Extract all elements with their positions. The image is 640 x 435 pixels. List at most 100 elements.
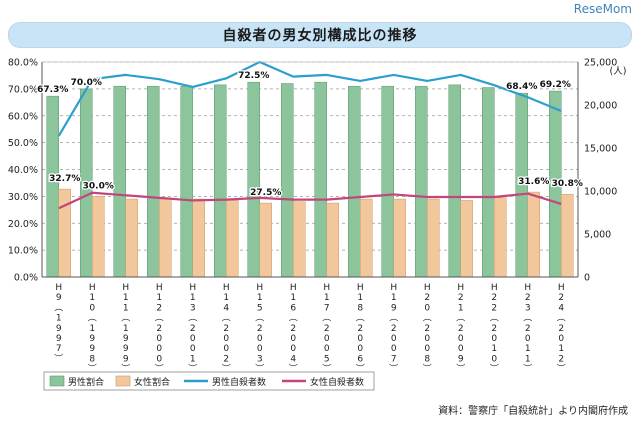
x-tick-label: 6 [290, 303, 296, 313]
female-ratio-bar [259, 202, 272, 278]
x-tick-label: ︵ [88, 314, 97, 324]
x-tick-label: 3 [257, 354, 263, 364]
x-tick-label: H [457, 283, 464, 293]
male-ratio-bar [348, 85, 361, 278]
male-ratio-bar [180, 85, 193, 278]
x-tick-label: 0 [156, 334, 162, 344]
legend-label: 女性自殺者数 [310, 376, 364, 388]
x-tick-label: 1 [89, 293, 95, 303]
x-tick-label: 0 [424, 303, 430, 313]
x-tick-label: ︵ [188, 314, 197, 324]
x-tick-label: 5 [324, 354, 330, 364]
x-tick-label: 0 [391, 334, 397, 344]
male-ratio-bar [113, 85, 126, 278]
x-tick-label: 1 [324, 293, 330, 303]
x-tick-label: H [558, 283, 565, 293]
female-ratio-bar [226, 200, 239, 278]
right-tick-label: 0 [584, 273, 590, 284]
x-tick-label: 2 [223, 354, 229, 364]
x-tick-label: 2 [357, 324, 363, 334]
left-tick-label: 20.0% [8, 219, 38, 230]
x-tick-label: 2 [558, 324, 564, 334]
x-tick-label: 2 [391, 324, 397, 334]
x-tick-label: H [323, 283, 330, 293]
x-tick-label: ︶ [456, 364, 465, 375]
data-label: 68.4% [506, 82, 537, 92]
x-tick-label: 7 [391, 354, 397, 364]
x-tick-label: ︵ [423, 314, 432, 324]
x-tick-label: 2 [190, 324, 196, 334]
x-tick-label: 0 [324, 344, 330, 354]
female-ratio-bar [494, 197, 507, 278]
x-tick-label: 2 [424, 324, 430, 334]
female-ratio-bar [159, 198, 172, 278]
x-tick-label: 1 [458, 303, 464, 313]
male-ratio-bar [147, 85, 160, 278]
x-tick-label: 2 [491, 324, 497, 334]
data-label: 27.5% [250, 188, 281, 198]
female-ratio-bar [527, 191, 540, 278]
x-tick-label: 8 [357, 303, 363, 313]
female-ratio-bar [92, 196, 105, 278]
x-tick-label: ︵ [490, 314, 499, 324]
x-tick-label: 9 [56, 324, 62, 334]
x-tick-label: 0 [357, 344, 363, 354]
x-tick-label: ︵ [255, 314, 264, 324]
data-label: 30.0% [83, 181, 114, 191]
x-tick-label: ︶ [289, 364, 298, 375]
x-tick-label: 1 [123, 303, 129, 313]
x-tick-label: 0 [458, 344, 464, 354]
x-tick-label: 9 [123, 334, 129, 344]
female-ratio-bar [293, 201, 306, 278]
left-tick-label: 50.0% [8, 138, 38, 149]
female-ratio-bar [192, 198, 205, 278]
x-tick-label: H [55, 283, 62, 293]
x-tick-label: 0 [223, 344, 229, 354]
x-tick-label: 2 [558, 354, 564, 364]
x-tick-label: ︵ [456, 314, 465, 324]
right-tick-label: 10,000 [584, 187, 617, 198]
data-label: 67.3% [37, 85, 68, 95]
legend-label: 男性自殺者数 [212, 376, 266, 388]
legend-swatch [49, 375, 65, 387]
x-tick-label: 2 [156, 324, 162, 334]
legend-label: 男性割合 [68, 376, 104, 388]
axis-layer: 0.0% 10.0% 20.0% 30.0% 40.0% 50.0% 60.0% 70.0% 8… [8, 58, 627, 375]
x-tick-label: ︶ [188, 364, 197, 375]
male-ratio-bar [448, 84, 461, 278]
female-ratio-bar [393, 198, 406, 278]
x-tick-label: H [357, 283, 364, 293]
x-tick-label: ︶ [222, 364, 231, 375]
x-tick-label: 9 [89, 334, 95, 344]
data-label: 31.6% [518, 177, 549, 187]
male-ratio-bar [214, 84, 227, 278]
right-tick-label: 5,000 [584, 230, 611, 241]
x-tick-label: 2 [558, 293, 564, 303]
x-tick-label: H [290, 283, 297, 293]
x-tick-label: 2 [257, 324, 263, 334]
x-tick-label: 0 [525, 334, 531, 344]
x-tick-label: 2 [458, 324, 464, 334]
x-tick-label: ︶ [557, 364, 566, 375]
x-tick-label: ︶ [322, 364, 331, 375]
x-tick-label: H [424, 283, 431, 293]
female-ratio-bar [360, 198, 373, 278]
female-ratio-bar [326, 202, 339, 278]
x-tick-label: ︶ [523, 364, 532, 375]
x-tick-label: 2 [525, 324, 531, 334]
x-tick-label: 0 [424, 334, 430, 344]
x-tick-label: 1 [156, 293, 162, 303]
female-ratio-bar [561, 193, 574, 278]
x-tick-label: 3 [525, 303, 531, 313]
x-tick-label: 4 [223, 303, 229, 313]
x-tick-label: 0 [424, 344, 430, 354]
right-axis-unit: (人) [610, 66, 627, 77]
left-tick-label: 0.0% [14, 273, 38, 284]
x-tick-label: ︵ [523, 314, 532, 324]
left-tick-label: 60.0% [8, 111, 38, 122]
x-tick-label: 9 [56, 293, 62, 303]
data-label: 70.0% [71, 78, 102, 88]
x-tick-label: 9 [56, 334, 62, 344]
x-tick-label: ︶ [356, 364, 365, 375]
x-tick-label: H [122, 283, 129, 293]
